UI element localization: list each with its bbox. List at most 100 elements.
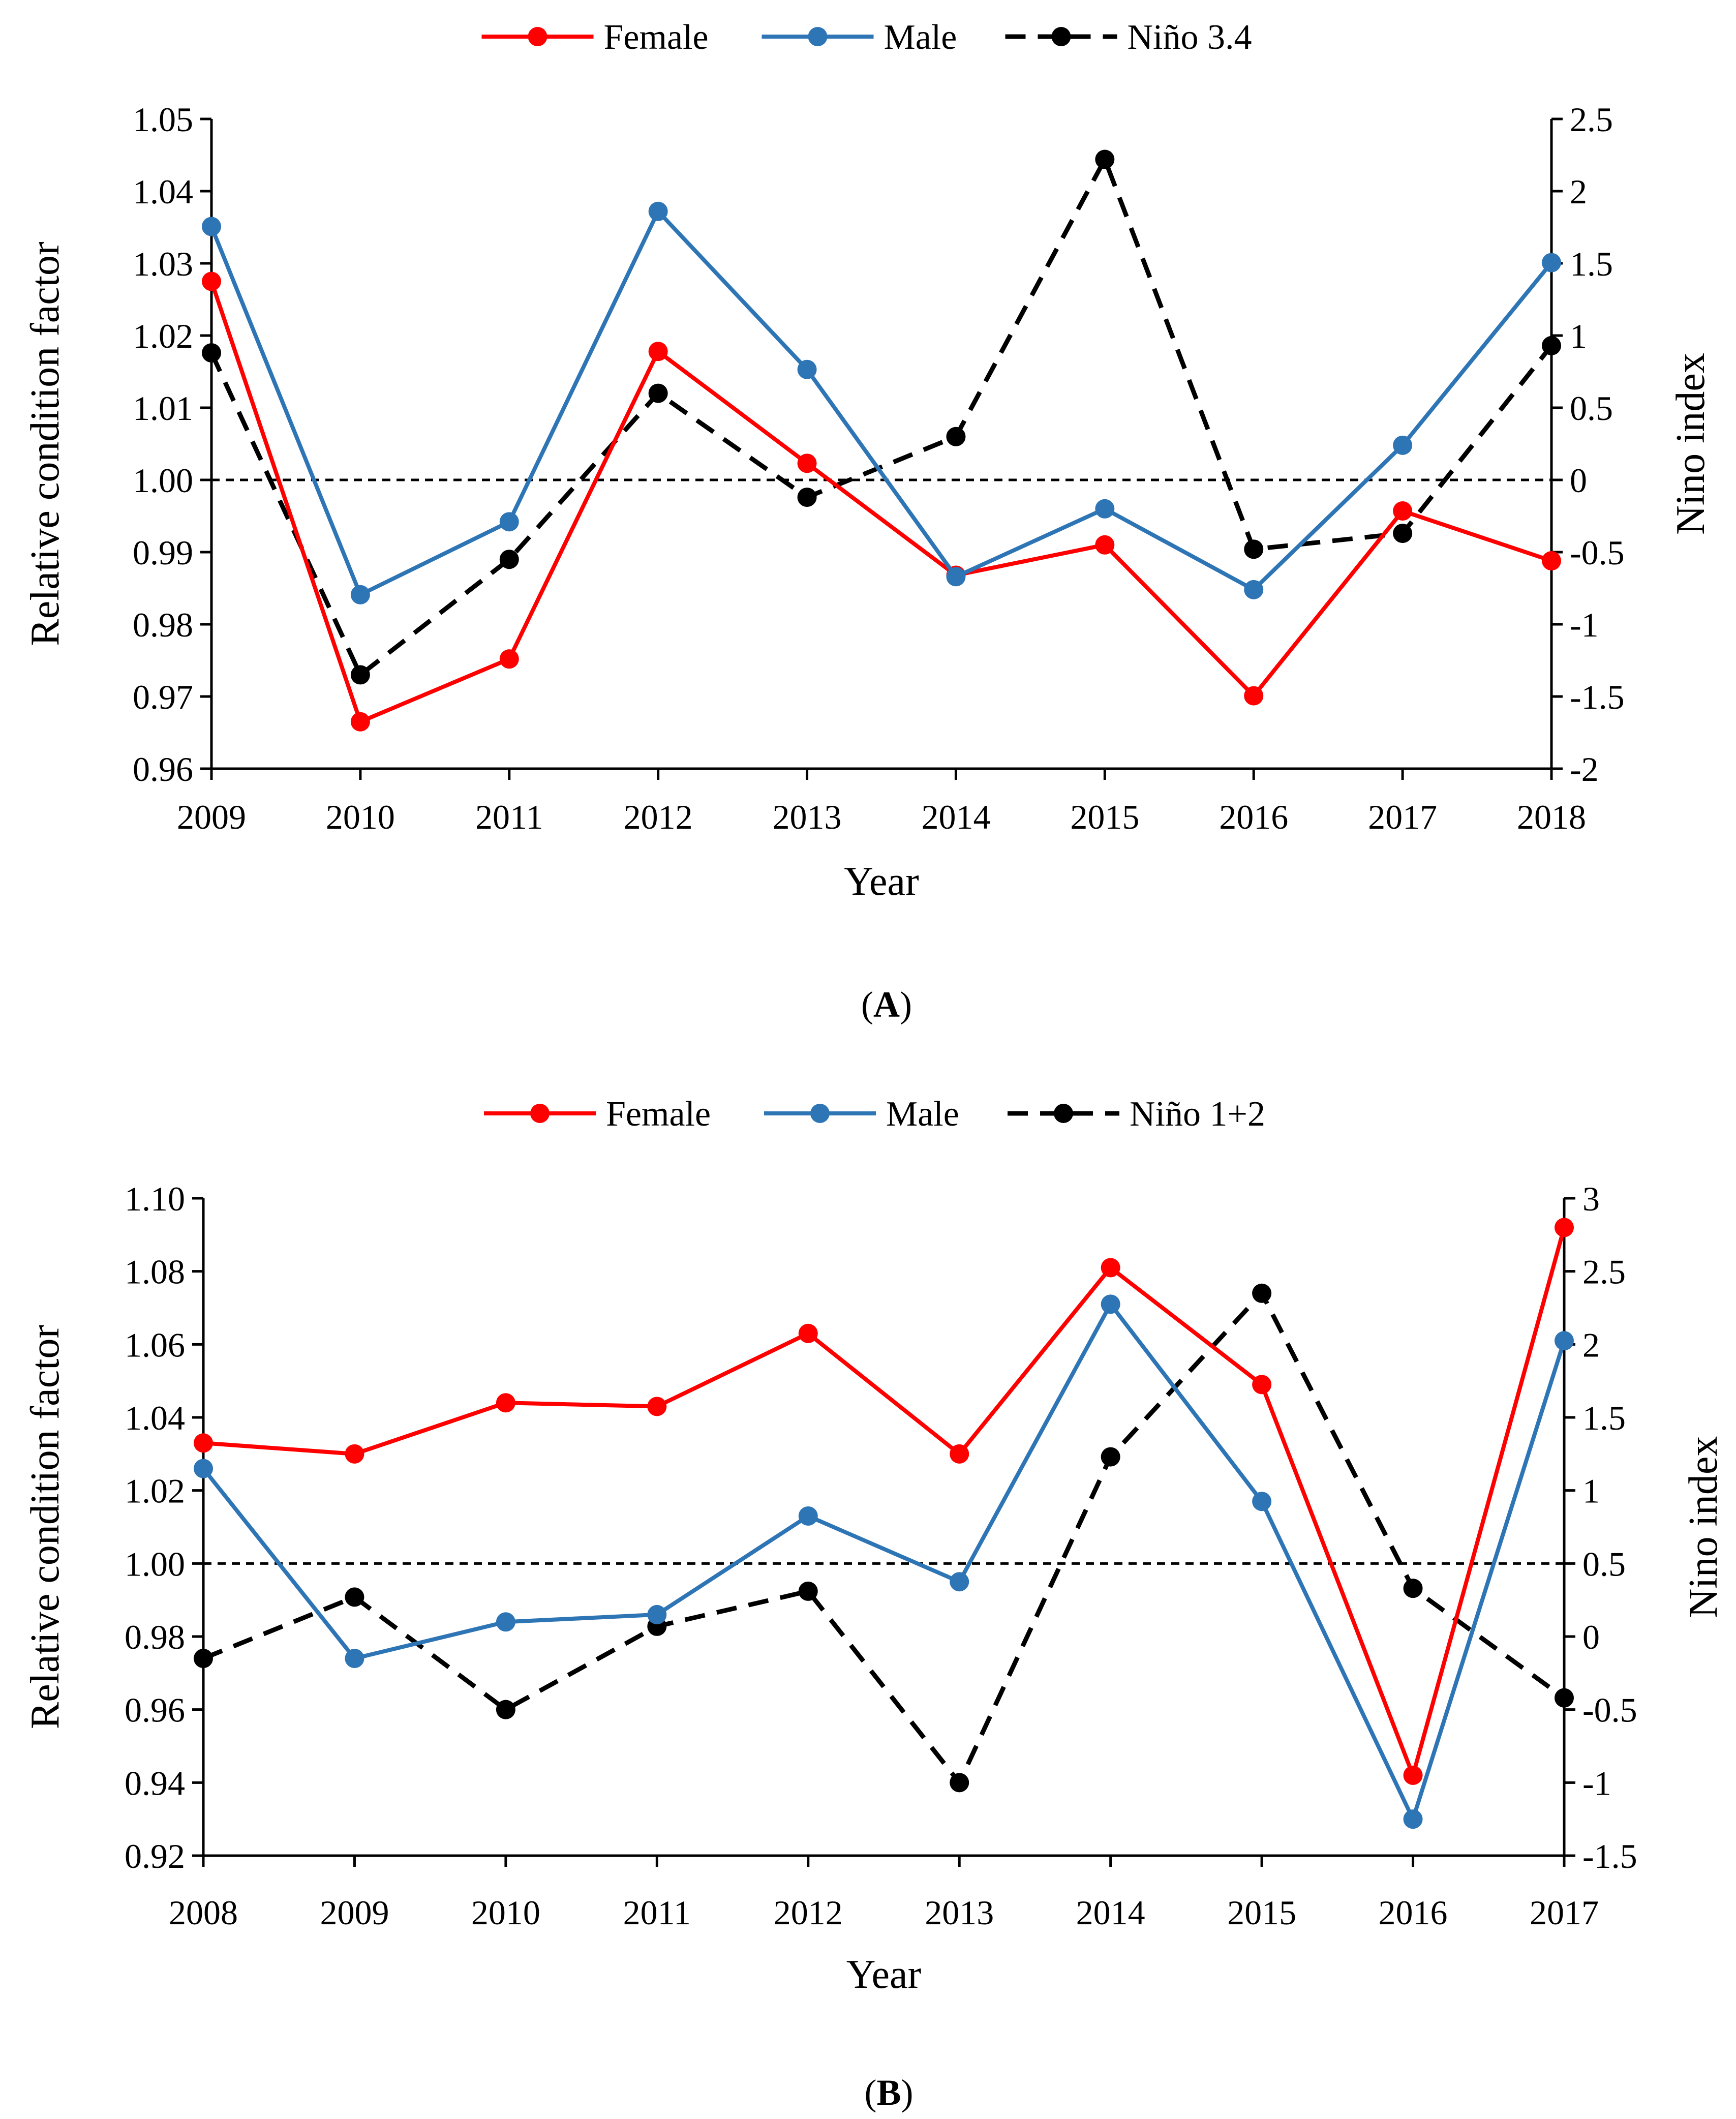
y2-tick-label: -2 <box>1570 750 1599 789</box>
y-tick-label: 1.02 <box>133 317 193 355</box>
y2-tick-label: 3 <box>1582 1179 1600 1218</box>
y-axis-title: Relative condition factor <box>23 1325 68 1729</box>
data-point <box>1393 435 1413 455</box>
data-point <box>1403 1579 1423 1598</box>
x-tick-label: 2017 <box>1530 1893 1599 1932</box>
data-point <box>1252 1375 1272 1395</box>
data-point <box>1542 336 1561 355</box>
x-tick-label: 2012 <box>774 1893 843 1932</box>
data-point <box>345 1444 364 1464</box>
data-point <box>648 201 668 221</box>
data-point <box>1555 1688 1574 1708</box>
data-point <box>194 1649 213 1669</box>
data-point <box>797 359 817 379</box>
data-point <box>1542 551 1561 571</box>
y2-axis-title: Nino index <box>1668 353 1713 535</box>
data-point <box>950 1572 969 1592</box>
data-point <box>648 342 668 361</box>
data-point <box>648 383 668 403</box>
y-tick-label: 0.96 <box>125 1691 185 1730</box>
data-point <box>345 1587 364 1607</box>
y2-tick-label: -1.5 <box>1570 678 1625 716</box>
y-tick-label: 0.97 <box>133 678 193 716</box>
legend-swatch-marker <box>1051 27 1071 46</box>
legend-swatch-marker <box>528 27 547 46</box>
y-axis-title: Relative condition factor <box>23 241 68 646</box>
x-tick-label: 2011 <box>623 1893 691 1932</box>
data-point <box>499 512 519 532</box>
series-line <box>202 1291 1566 1785</box>
y2-tick-label: 0 <box>1570 461 1587 500</box>
y-tick-label: 1.05 <box>133 100 193 139</box>
y2-tick-label: 1.5 <box>1570 245 1613 283</box>
x-tick-label: 2017 <box>1368 798 1437 836</box>
y2-tick-label: 2 <box>1582 1325 1600 1364</box>
panel-label-close-paren: ) <box>900 984 912 1025</box>
y2-tick-label: -1 <box>1582 1764 1611 1802</box>
x-tick-label: 2015 <box>1070 798 1139 836</box>
data-point <box>797 453 817 473</box>
data-point <box>1252 1283 1272 1303</box>
y2-tick-label: 0.5 <box>1570 389 1613 428</box>
y-tick-label: 1.08 <box>125 1253 185 1291</box>
data-point <box>1244 539 1264 559</box>
y2-tick-label: -1 <box>1570 606 1599 644</box>
legend-label: Male <box>886 1095 959 1134</box>
x-tick-label: 2008 <box>169 1893 238 1932</box>
series-line <box>209 209 1554 597</box>
x-tick-label: 2009 <box>320 1893 389 1932</box>
data-point <box>1244 686 1264 706</box>
legend-swatch-marker <box>530 1104 550 1123</box>
x-tick-label: 2009 <box>177 798 246 836</box>
y-tick-label: 1.00 <box>133 461 193 500</box>
y-tick-label: 1.00 <box>125 1545 185 1583</box>
data-point <box>1393 501 1413 521</box>
data-point <box>647 1605 667 1624</box>
data-point <box>1095 499 1115 519</box>
legend-label: Female <box>604 18 709 57</box>
y2-tick-label: 1.5 <box>1582 1399 1626 1437</box>
series-line <box>209 281 1552 724</box>
panel-label-letter: A <box>873 984 900 1025</box>
y2-tick-label: 1 <box>1570 317 1587 355</box>
series-female <box>202 271 1561 732</box>
chart-panel-a: 0.96 0.97 0.98 0.99 1.00 1.01 1.02 1.03 1.04 1.05… <box>23 18 1713 1025</box>
data-point <box>350 665 370 685</box>
data-point <box>798 1581 818 1601</box>
x-tick-label: 2014 <box>921 798 990 836</box>
x-tick-label: 2016 <box>1219 798 1288 836</box>
data-point <box>1095 535 1115 555</box>
data-point <box>350 585 370 604</box>
legend-label: Male <box>884 18 957 57</box>
data-point <box>946 567 966 587</box>
data-point <box>1101 1258 1120 1278</box>
data-point <box>946 427 966 446</box>
y2-axis-title: Nino index <box>1681 1436 1726 1618</box>
y-tick-label: 1.10 <box>125 1179 185 1218</box>
series-line <box>203 1227 1566 1777</box>
data-point <box>1095 149 1115 169</box>
legend: Female Male Niño 3.4 <box>481 18 1252 57</box>
data-point <box>496 1612 515 1632</box>
y-tick-label: 1.01 <box>133 389 193 428</box>
legend-swatch-marker <box>810 1104 830 1123</box>
x-tick-label: 2013 <box>925 1893 994 1932</box>
x-tick-label: 2011 <box>475 798 543 836</box>
x-tick-label: 2010 <box>326 798 395 836</box>
y-tick-label: 1.06 <box>125 1325 185 1364</box>
series-line <box>209 157 1554 677</box>
data-point <box>345 1649 364 1669</box>
data-point <box>496 1700 515 1719</box>
panel-label-open-paren: ( <box>861 984 873 1025</box>
data-point <box>496 1393 515 1413</box>
y-tick-label: 1.03 <box>133 245 193 283</box>
legend-label: Niño 1+2 <box>1130 1095 1265 1134</box>
y2-tick-label: -0.5 <box>1582 1691 1637 1730</box>
panel-label-open-paren: ( <box>865 2072 877 2113</box>
data-point <box>797 488 817 507</box>
y-tick-label: 0.99 <box>133 533 193 572</box>
x-tick-label: 2010 <box>471 1893 540 1932</box>
x-tick-label: 2012 <box>624 798 693 836</box>
x-tick-label: 2014 <box>1076 1893 1145 1932</box>
legend-swatch-marker <box>1054 1104 1073 1123</box>
